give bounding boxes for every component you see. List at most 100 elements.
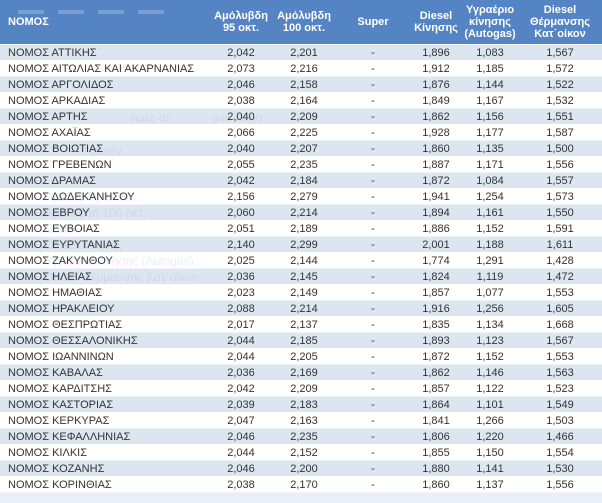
cell-diesel: 1,941 (422, 190, 450, 203)
cell-unleaded-100: 2,149 (290, 286, 318, 299)
cell-super: - (371, 254, 375, 267)
cell-prefecture-name: ΝΟΜΟΣ ΙΩΑΝΝΙΝΩΝ (8, 350, 114, 363)
table-row: ΝΟΜΟΣ ΗΜΑΘΙΑΣ 2,023 2,149 - 1,857 1,077 … (0, 285, 602, 301)
column-header-super: Super (357, 16, 389, 28)
cell-autogas: 1,134 (476, 318, 504, 331)
table-row: ΝΟΜΟΣ ΖΑΚΥΝΘΟΥ 2,025 2,144 - 1,774 1,291… (0, 253, 602, 269)
table-row: ΝΟΜΟΣ ΑΡΓΟΛΙΔΟΣ 2,046 2,158 - 1,876 1,14… (0, 77, 602, 93)
table-row: ΝΟΜΟΣ ΙΩΑΝΝΙΝΩΝ 2,044 2,205 - 1,872 1,15… (0, 349, 602, 365)
cell-super: - (371, 46, 375, 59)
cell-prefecture-name: ΝΟΜΟΣ ΑΧΑΪΑΣ (8, 126, 91, 139)
cell-unleaded-95: 2,038 (227, 94, 255, 107)
cell-diesel: 1,857 (422, 286, 450, 299)
cell-autogas: 1,256 (476, 302, 504, 315)
cell-unleaded-100: 2,185 (290, 334, 318, 347)
table-row: ΝΟΜΟΣ ΒΟΙΩΤΙΑΣ 2,040 2,207 - 1,860 1,135… (0, 141, 602, 157)
table-row: ΝΟΜΟΣ ΚΕΦΑΛΛΗΝΙΑΣ 2,046 2,235 - 1,806 1,… (0, 429, 602, 445)
cell-heating-diesel: 1,573 (546, 190, 574, 203)
cell-super: - (371, 158, 375, 171)
cell-unleaded-95: 2,046 (227, 78, 255, 91)
column-header-nomos: ΝΟΜΟΣ (8, 16, 49, 28)
cell-diesel: 1,841 (422, 414, 450, 427)
cell-prefecture-name: ΝΟΜΟΣ ΗΛΕΙΑΣ (8, 270, 92, 283)
table-row: ΝΟΜΟΣ ΑΡΚΑΔΙΑΣ 2,038 2,164 - 1,849 1,167… (0, 93, 602, 109)
cell-autogas: 1,188 (476, 238, 504, 251)
cell-autogas: 1,077 (476, 286, 504, 299)
table-row: ΝΟΜΟΣ ΔΩΔΕΚΑΝΗΣΟΥ 2,156 2,279 - 1,941 1,… (0, 189, 602, 205)
cell-unleaded-100: 2,235 (290, 158, 318, 171)
cell-unleaded-95: 2,044 (227, 446, 255, 459)
cell-prefecture-name: ΝΟΜΟΣ ΕΥΡΥΤΑΝΙΑΣ (8, 238, 120, 251)
cell-diesel: 1,886 (422, 222, 450, 235)
cell-heating-diesel: 1,532 (546, 94, 574, 107)
cell-diesel: 1,849 (422, 94, 450, 107)
cell-unleaded-95: 2,042 (227, 382, 255, 395)
cell-prefecture-name: ΝΟΜΟΣ ΑΙΤΩΛΙΑΣ ΚΑΙ ΑΚΑΡΝΑΝΙΑΣ (8, 62, 195, 75)
cell-diesel: 1,864 (422, 398, 450, 411)
cell-diesel: 1,912 (422, 62, 450, 75)
cell-unleaded-100: 2,184 (290, 174, 318, 187)
cell-unleaded-100: 2,201 (290, 46, 318, 59)
cell-unleaded-95: 2,025 (227, 254, 255, 267)
cell-autogas: 1,135 (476, 142, 504, 155)
cell-autogas: 1,171 (476, 158, 504, 171)
cell-diesel: 1,894 (422, 206, 450, 219)
cell-heating-diesel: 1,466 (546, 430, 574, 443)
cell-super: - (371, 142, 375, 155)
cell-unleaded-95: 2,046 (227, 430, 255, 443)
cell-super: - (371, 78, 375, 91)
cell-autogas: 1,141 (476, 462, 504, 475)
cell-heating-diesel: 1,554 (546, 446, 574, 459)
cell-unleaded-95: 2,055 (227, 158, 255, 171)
cell-heating-diesel: 1,522 (546, 78, 574, 91)
cell-diesel: 1,835 (422, 318, 450, 331)
cell-prefecture-name: ΝΟΜΟΣ ΑΡΚΑΔΙΑΣ (8, 94, 106, 107)
table-row: ΝΟΜΟΣ ΑΙΤΩΛΙΑΣ ΚΑΙ ΑΚΑΡΝΑΝΙΑΣ 2,073 2,21… (0, 61, 602, 77)
cell-super: - (371, 382, 375, 395)
cell-autogas: 1,083 (476, 46, 504, 59)
cell-unleaded-100: 2,145 (290, 270, 318, 283)
cell-heating-diesel: 1,557 (546, 174, 574, 187)
cell-heating-diesel: 1,605 (546, 302, 574, 315)
cell-unleaded-95: 2,046 (227, 462, 255, 475)
table-row: ΝΟΜΟΣ ΗΡΑΚΛΕΙΟΥ 2,088 2,214 - 1,916 1,25… (0, 301, 602, 317)
cell-prefecture-name: ΝΟΜΟΣ ΚΑΣΤΟΡΙΑΣ (8, 398, 114, 411)
cell-heating-diesel: 1,668 (546, 318, 574, 331)
cell-heating-diesel: 1,550 (546, 206, 574, 219)
table-header-row: ΝΟΜΟΣ Αμόλυβδη 95 οκτ. Αμόλυβδη 100 οκτ.… (0, 0, 602, 45)
cell-unleaded-100: 2,299 (290, 238, 318, 251)
cell-prefecture-name: ΝΟΜΟΣ ΓΡΕΒΕΝΩΝ (8, 158, 112, 171)
cell-unleaded-100: 2,216 (290, 62, 318, 75)
cell-autogas: 1,150 (476, 446, 504, 459)
cell-prefecture-name: ΝΟΜΟΣ ΚΕΦΑΛΛΗΝΙΑΣ (8, 430, 131, 443)
cell-super: - (371, 206, 375, 219)
cell-autogas: 1,137 (476, 478, 504, 491)
cell-diesel: 1,824 (422, 270, 450, 283)
cell-super: - (371, 238, 375, 251)
cell-unleaded-95: 2,156 (227, 190, 255, 203)
cell-super: - (371, 286, 375, 299)
cell-prefecture-name: ΝΟΜΟΣ ΘΕΣΠΡΩΤΙΑΣ (8, 318, 123, 331)
table-body: ΝΟΜΟΣ ΑΤΤΙΚΗΣ 2,042 2,201 - 1,896 1,083 … (0, 45, 602, 493)
cell-super: - (371, 430, 375, 443)
cell-prefecture-name: ΝΟΜΟΣ ΚΟΡΙΝΘΙΑΣ (8, 478, 112, 491)
cell-heating-diesel: 1,553 (546, 350, 574, 363)
cell-diesel: 1,880 (422, 462, 450, 475)
cell-unleaded-95: 2,060 (227, 206, 255, 219)
cell-autogas: 1,291 (476, 254, 504, 267)
cell-super: - (371, 478, 375, 491)
cell-unleaded-95: 2,044 (227, 350, 255, 363)
cell-unleaded-95: 2,036 (227, 270, 255, 283)
cell-autogas: 1,156 (476, 110, 504, 123)
cell-super: - (371, 446, 375, 459)
cell-autogas: 1,254 (476, 190, 504, 203)
cell-diesel: 1,862 (422, 366, 450, 379)
cell-autogas: 1,167 (476, 94, 504, 107)
cell-heating-diesel: 1,567 (546, 334, 574, 347)
cell-diesel: 1,806 (422, 430, 450, 443)
column-header-diesel: Diesel Κίνησης (414, 10, 458, 34)
cell-unleaded-100: 2,170 (290, 478, 318, 491)
table-row: ΝΟΜΟΣ ΚΕΡΚΥΡΑΣ 2,047 2,163 - 1,841 1,266… (0, 413, 602, 429)
cell-unleaded-100: 2,163 (290, 414, 318, 427)
